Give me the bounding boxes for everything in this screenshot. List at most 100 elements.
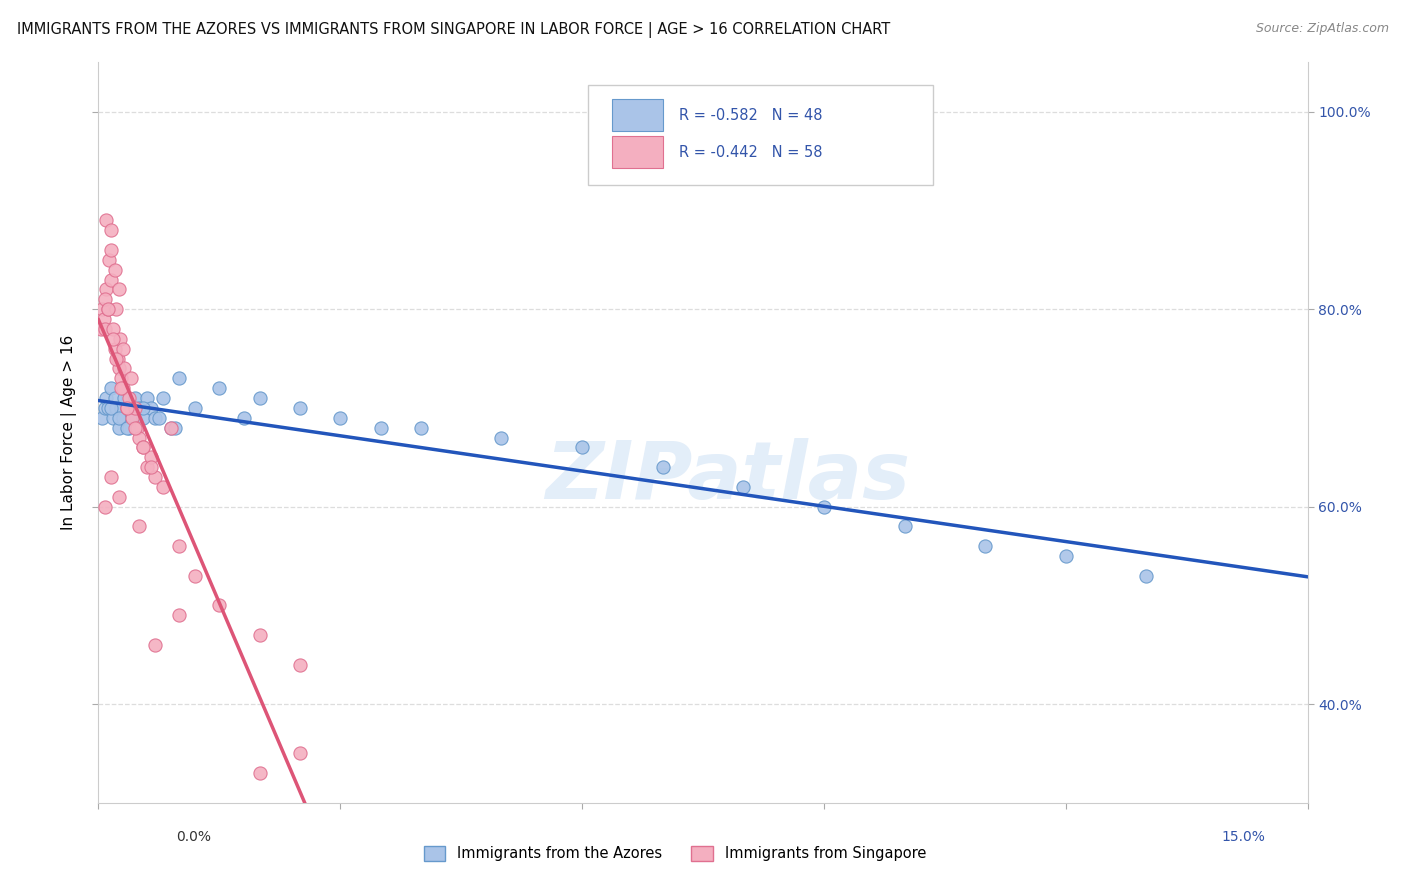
- Point: [184, 568, 207, 582]
- Point: [370, 420, 392, 434]
- Point: [111, 381, 134, 395]
- Point: [107, 420, 129, 434]
- Point: [249, 766, 271, 780]
- Point: [409, 420, 432, 434]
- Point: [110, 371, 132, 385]
- Point: [107, 361, 129, 376]
- Text: Source: ZipAtlas.com: Source: ZipAtlas.com: [1256, 22, 1389, 36]
- Point: [124, 420, 146, 434]
- Point: [100, 272, 122, 286]
- Text: 0.0%: 0.0%: [176, 830, 211, 844]
- Point: [118, 391, 141, 405]
- Point: [1054, 549, 1077, 563]
- FancyBboxPatch shape: [588, 85, 932, 185]
- Point: [249, 628, 271, 642]
- Point: [111, 410, 134, 425]
- Point: [112, 361, 135, 376]
- Point: [107, 490, 129, 504]
- FancyBboxPatch shape: [613, 136, 664, 168]
- Text: R = -0.582   N = 48: R = -0.582 N = 48: [679, 108, 823, 122]
- Text: ZIPatlas: ZIPatlas: [544, 438, 910, 516]
- Point: [115, 401, 138, 415]
- Point: [110, 381, 132, 395]
- Point: [94, 500, 117, 514]
- Point: [160, 420, 183, 434]
- Point: [132, 441, 155, 455]
- Point: [108, 332, 131, 346]
- Point: [208, 599, 231, 613]
- Point: [101, 332, 124, 346]
- Point: [97, 302, 120, 317]
- Point: [118, 420, 141, 434]
- Point: [97, 401, 120, 415]
- Point: [167, 539, 190, 553]
- Point: [288, 747, 311, 761]
- Point: [571, 441, 593, 455]
- Legend: Immigrants from the Azores, Immigrants from Singapore: Immigrants from the Azores, Immigrants f…: [418, 839, 932, 867]
- Point: [329, 410, 352, 425]
- Point: [94, 401, 117, 415]
- Point: [288, 657, 311, 672]
- Text: 15.0%: 15.0%: [1222, 830, 1265, 844]
- Point: [107, 410, 129, 425]
- Point: [100, 223, 122, 237]
- Point: [132, 410, 155, 425]
- Point: [124, 401, 146, 415]
- Point: [93, 312, 115, 326]
- Point: [288, 401, 311, 415]
- Point: [121, 410, 143, 425]
- Point: [115, 401, 138, 415]
- Point: [101, 410, 124, 425]
- Point: [112, 391, 135, 405]
- Point: [208, 381, 231, 395]
- Y-axis label: In Labor Force | Age > 16: In Labor Force | Age > 16: [60, 335, 77, 530]
- Point: [128, 519, 150, 533]
- Point: [132, 441, 155, 455]
- Point: [152, 480, 174, 494]
- Point: [94, 322, 117, 336]
- Point: [111, 342, 134, 356]
- Point: [974, 539, 997, 553]
- Point: [143, 638, 166, 652]
- Point: [105, 401, 128, 415]
- Point: [232, 410, 254, 425]
- Point: [135, 391, 157, 405]
- Point: [94, 293, 117, 307]
- Point: [167, 371, 190, 385]
- Point: [110, 401, 132, 415]
- Point: [96, 391, 118, 405]
- Point: [105, 302, 128, 317]
- Point: [115, 401, 138, 415]
- Point: [893, 519, 915, 533]
- Point: [139, 401, 162, 415]
- Point: [733, 480, 755, 494]
- Point: [132, 401, 155, 415]
- Point: [121, 410, 143, 425]
- Point: [135, 460, 157, 475]
- Point: [143, 410, 166, 425]
- Point: [813, 500, 835, 514]
- Point: [107, 351, 129, 366]
- Point: [148, 410, 170, 425]
- Point: [103, 391, 125, 405]
- Point: [120, 371, 142, 385]
- Point: [120, 401, 142, 415]
- Point: [90, 322, 112, 336]
- Point: [103, 262, 125, 277]
- Point: [167, 608, 190, 623]
- Text: IMMIGRANTS FROM THE AZORES VS IMMIGRANTS FROM SINGAPORE IN LABOR FORCE | AGE > 1: IMMIGRANTS FROM THE AZORES VS IMMIGRANTS…: [17, 22, 890, 38]
- Point: [100, 470, 122, 484]
- Point: [249, 391, 271, 405]
- Point: [139, 450, 162, 465]
- Point: [651, 460, 673, 475]
- Point: [97, 302, 120, 317]
- Point: [100, 381, 122, 395]
- FancyBboxPatch shape: [613, 99, 664, 130]
- Point: [105, 351, 128, 366]
- Point: [103, 342, 125, 356]
- Point: [139, 460, 162, 475]
- Point: [100, 401, 122, 415]
- Text: R = -0.442   N = 58: R = -0.442 N = 58: [679, 145, 823, 160]
- Point: [160, 420, 183, 434]
- Point: [128, 401, 150, 415]
